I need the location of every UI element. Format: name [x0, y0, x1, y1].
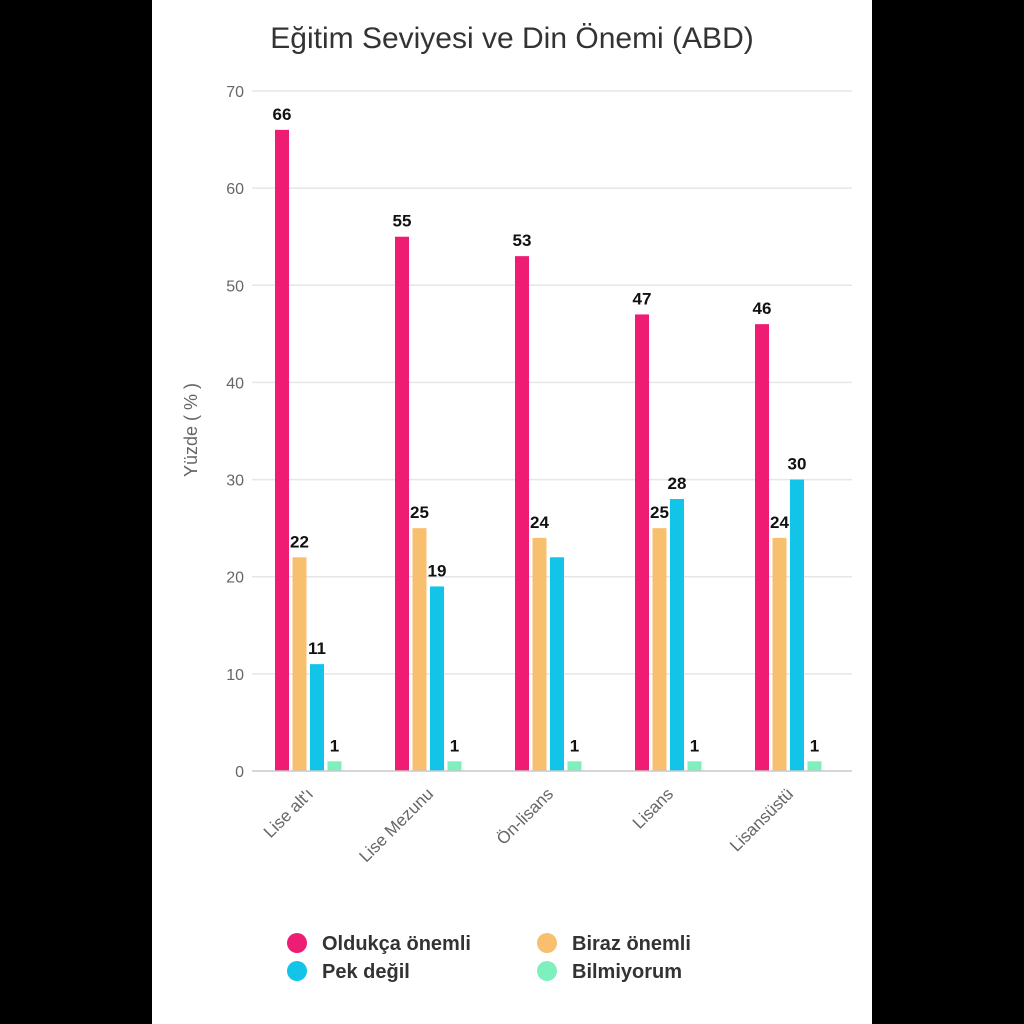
data-label: 24 — [530, 513, 549, 532]
bar — [652, 528, 667, 771]
x-axis-ticks: Lise alt'ı Lise Mezunu Ön-lisans Lisans Lisa… — [260, 784, 797, 866]
y-tick-label: 10 — [226, 667, 244, 684]
legend: Oldukça önemli Biraz önemli Pek değil Bilmi… — [287, 933, 691, 983]
y-tick-label: 30 — [226, 473, 244, 490]
legend-marker — [537, 933, 557, 953]
data-label: 1 — [570, 736, 579, 755]
data-label: 22 — [290, 532, 309, 551]
x-tick-label: Lisansüstü — [726, 784, 797, 855]
y-axis-label: Yüzde ( % ) — [181, 383, 201, 477]
x-tick-label: Lisans — [629, 784, 677, 832]
y-tick-label: 70 — [226, 84, 244, 101]
data-label: 66 — [273, 105, 292, 124]
y-tick-label: 60 — [226, 181, 244, 198]
data-label: 55 — [393, 212, 412, 231]
bar — [447, 761, 462, 771]
bar — [310, 664, 324, 771]
legend-label: Bilmiyorum — [572, 961, 682, 983]
bar — [395, 236, 409, 771]
bar — [327, 761, 342, 771]
legend-label: Pek değil — [322, 961, 410, 983]
data-label: 1 — [690, 736, 699, 755]
data-label: 1 — [810, 736, 819, 755]
data-label: 25 — [650, 503, 669, 522]
data-label: 30 — [788, 455, 807, 474]
data-label: 19 — [428, 561, 447, 580]
chart-panel: Eğitim Seviyesi ve Din Önemi (ABD) 0 10 20… — [152, 0, 872, 1024]
bar — [567, 761, 582, 771]
bar — [550, 557, 564, 771]
legend-marker — [287, 933, 307, 953]
y-tick-label: 20 — [226, 570, 244, 587]
bar — [772, 537, 787, 771]
bar — [807, 761, 822, 771]
x-tick-label: Lise Mezunu — [355, 784, 437, 866]
bar — [532, 537, 547, 771]
bar — [790, 479, 804, 771]
legend-marker — [537, 961, 557, 981]
bar — [430, 586, 444, 771]
bar — [515, 256, 529, 772]
bar — [670, 499, 684, 771]
bar — [755, 324, 769, 771]
bar — [635, 314, 649, 771]
data-label: 47 — [633, 289, 652, 308]
y-tick-label: 50 — [226, 278, 244, 295]
legend-label: Oldukça önemli — [322, 933, 471, 955]
data-label: 1 — [330, 736, 339, 755]
y-axis-ticks: 0 10 20 30 40 50 60 70 — [226, 84, 244, 781]
data-label: 24 — [770, 513, 789, 532]
bar — [412, 528, 427, 771]
data-label: 25 — [410, 503, 429, 522]
y-tick-label: 40 — [226, 375, 244, 392]
x-tick-label: Ön-lisans — [493, 784, 557, 848]
data-label: 46 — [753, 299, 772, 318]
data-label: 11 — [308, 639, 326, 658]
legend-marker — [287, 961, 307, 981]
grid-layer — [252, 90, 852, 675]
x-tick-label: Lise alt'ı — [260, 784, 317, 841]
bar-chart: Eğitim Seviyesi ve Din Önemi (ABD) 0 10 20… — [181, 22, 852, 983]
y-tick-label: 0 — [235, 764, 244, 781]
data-label: 28 — [668, 474, 687, 493]
bar — [292, 557, 307, 771]
bar — [275, 129, 289, 771]
bar-layer — [275, 129, 822, 772]
data-label: 53 — [513, 231, 532, 250]
chart-title: Eğitim Seviyesi ve Din Önemi (ABD) — [270, 22, 753, 55]
legend-label: Biraz önemli — [572, 933, 691, 955]
bar — [687, 761, 702, 771]
data-label: 1 — [450, 736, 459, 755]
